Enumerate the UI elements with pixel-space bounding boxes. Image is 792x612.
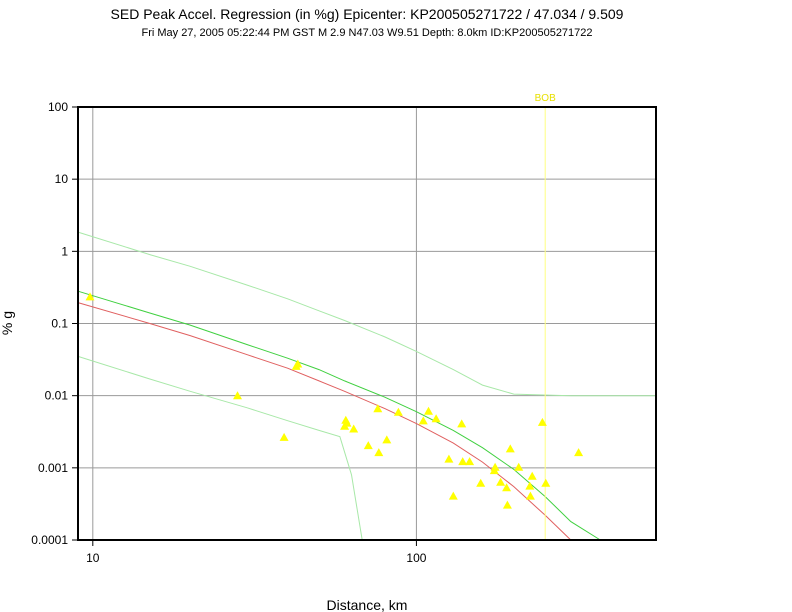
data-point <box>85 292 95 301</box>
data-point <box>502 500 512 509</box>
x-axis-label: Distance, km <box>327 597 408 612</box>
data-point <box>490 462 500 471</box>
chart-title: SED Peak Accel. Regression (in %g) Epice… <box>111 6 624 22</box>
data-point <box>342 418 352 427</box>
data-point <box>502 483 512 492</box>
data-point <box>505 444 515 453</box>
lower-bound-line <box>77 355 363 541</box>
data-point <box>527 471 537 480</box>
data-point <box>525 491 535 500</box>
data-point <box>373 404 383 413</box>
y-tick-label: 0.0001 <box>31 533 68 547</box>
y-tick-label: 0.001 <box>38 461 68 475</box>
data-point <box>233 391 242 400</box>
data-point <box>525 481 535 490</box>
data-point <box>444 454 454 463</box>
x-tick-label: 10 <box>86 551 100 565</box>
x-tick-label: 100 <box>406 551 426 565</box>
fit-line <box>77 290 601 541</box>
data-point <box>476 478 486 487</box>
data-point <box>541 478 551 487</box>
curves <box>77 231 656 541</box>
axis-ticks: 100 10 1 0.1 0.01 0.001 0.0001 10 100 <box>31 100 426 565</box>
data-point <box>393 407 403 416</box>
data-point <box>293 359 303 368</box>
data-point <box>418 416 428 425</box>
data-point <box>458 457 468 466</box>
data-point <box>349 424 359 433</box>
station-marker: BOB <box>535 93 556 540</box>
data-point <box>424 406 433 415</box>
y-tick-label: 0.1 <box>51 317 68 331</box>
data-point <box>382 435 392 444</box>
upper-bound-line <box>77 231 656 397</box>
grid <box>78 106 656 541</box>
data-point <box>537 417 547 426</box>
y-tick-label: 0.01 <box>45 389 69 403</box>
data-point <box>465 457 475 466</box>
station-points <box>85 292 584 509</box>
station-marker-label: BOB <box>535 93 556 104</box>
regression-line <box>77 302 572 541</box>
chart-subtitle: Fri May 27, 2005 05:22:44 PM GST M 2.9 N… <box>141 27 592 39</box>
data-point <box>496 477 506 486</box>
data-point <box>431 414 441 423</box>
data-point <box>374 448 384 457</box>
data-point <box>448 491 458 500</box>
y-axis-label: % g <box>0 311 15 335</box>
data-point <box>363 441 373 450</box>
data-point <box>514 462 524 471</box>
data-point <box>457 419 467 428</box>
y-tick-label: 100 <box>48 100 68 114</box>
data-point <box>574 448 584 457</box>
data-point <box>279 432 289 441</box>
y-tick-label: 10 <box>55 172 69 186</box>
y-tick-label: 1 <box>61 244 68 258</box>
